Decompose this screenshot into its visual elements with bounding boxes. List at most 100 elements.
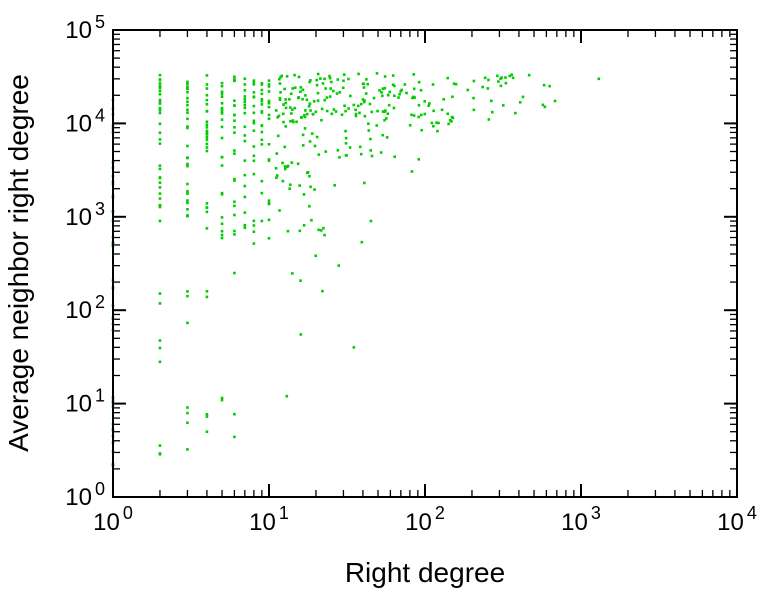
data-point bbox=[297, 96, 301, 99]
data-point bbox=[372, 96, 376, 100]
data-point bbox=[391, 83, 395, 86]
data-point bbox=[308, 174, 311, 178]
data-point bbox=[367, 129, 371, 132]
data-point bbox=[267, 113, 271, 117]
data-point bbox=[344, 129, 347, 133]
data-point bbox=[233, 75, 236, 79]
data-point bbox=[365, 78, 368, 81]
data-point bbox=[274, 167, 278, 170]
data-point bbox=[299, 116, 303, 119]
data-point bbox=[205, 415, 209, 418]
data-point bbox=[381, 87, 385, 91]
data-point bbox=[158, 203, 162, 207]
data-point bbox=[451, 95, 454, 99]
data-point bbox=[288, 187, 292, 190]
data-point bbox=[383, 86, 387, 90]
data-point bbox=[423, 112, 427, 116]
data-point bbox=[260, 97, 264, 101]
data-point bbox=[364, 92, 368, 95]
data-point bbox=[277, 114, 281, 118]
data-point bbox=[260, 110, 264, 113]
data-point bbox=[205, 130, 209, 134]
data-point bbox=[289, 120, 292, 123]
data-point bbox=[220, 164, 224, 167]
data-point bbox=[323, 77, 326, 81]
y-tick-label: 10 1 bbox=[65, 386, 105, 418]
data-point bbox=[205, 93, 209, 97]
data-point bbox=[158, 102, 162, 105]
data-point bbox=[252, 219, 256, 223]
data-point bbox=[381, 133, 385, 137]
data-point bbox=[383, 110, 386, 114]
data-point bbox=[420, 128, 424, 132]
data-point bbox=[260, 103, 264, 106]
data-point bbox=[252, 81, 256, 84]
data-point bbox=[315, 135, 319, 139]
data-point bbox=[428, 102, 431, 105]
data-point bbox=[375, 72, 379, 75]
data-point bbox=[291, 272, 294, 275]
data-point bbox=[383, 118, 386, 122]
data-point bbox=[487, 78, 490, 82]
data-point bbox=[358, 111, 361, 115]
data-point bbox=[158, 197, 162, 200]
data-point bbox=[267, 99, 271, 103]
data-point bbox=[314, 110, 318, 114]
data-point bbox=[233, 213, 236, 217]
data-point bbox=[320, 107, 324, 111]
data-point bbox=[437, 121, 440, 125]
data-point bbox=[186, 126, 189, 130]
data-point bbox=[186, 214, 189, 218]
data-point bbox=[381, 110, 385, 113]
data-point bbox=[323, 98, 327, 102]
data-point bbox=[450, 120, 453, 123]
data-point bbox=[158, 176, 162, 179]
data-point bbox=[186, 192, 189, 195]
data-point bbox=[260, 191, 264, 195]
y-tick-label: 10 3 bbox=[65, 199, 105, 231]
data-point bbox=[233, 131, 236, 134]
data-point bbox=[233, 271, 236, 275]
data-point bbox=[344, 141, 348, 145]
data-point bbox=[399, 90, 403, 93]
data-point bbox=[472, 79, 476, 83]
data-point bbox=[243, 173, 247, 177]
data-point bbox=[267, 90, 271, 93]
x-tick-label: 10 0 bbox=[93, 503, 133, 536]
data-point bbox=[158, 339, 162, 342]
data-point bbox=[205, 210, 209, 214]
data-point bbox=[362, 86, 366, 89]
data-point bbox=[361, 82, 365, 86]
data-point bbox=[186, 189, 189, 193]
data-point bbox=[323, 233, 326, 237]
data-point bbox=[267, 105, 271, 109]
data-point bbox=[299, 333, 303, 336]
data-point bbox=[220, 106, 224, 110]
x-tick-label: 10 2 bbox=[405, 503, 445, 536]
data-point bbox=[388, 90, 392, 94]
data-point bbox=[417, 115, 420, 119]
data-point bbox=[288, 183, 292, 187]
data-point bbox=[158, 444, 162, 447]
data-point bbox=[281, 161, 284, 165]
data-point bbox=[278, 82, 282, 85]
data-point bbox=[158, 86, 162, 90]
data-point bbox=[289, 92, 293, 96]
data-point bbox=[205, 138, 209, 142]
data-point bbox=[158, 81, 162, 85]
data-point bbox=[347, 107, 350, 110]
data-point bbox=[186, 199, 189, 202]
data-point bbox=[158, 101, 162, 104]
data-point bbox=[243, 125, 247, 129]
data-point bbox=[299, 90, 302, 94]
data-point bbox=[243, 97, 247, 101]
data-point bbox=[220, 222, 224, 226]
data-point bbox=[233, 200, 236, 204]
data-point bbox=[296, 162, 300, 166]
data-point bbox=[393, 94, 396, 98]
data-point bbox=[553, 99, 557, 103]
data-point bbox=[220, 193, 224, 196]
data-point bbox=[548, 84, 551, 88]
data-point bbox=[291, 119, 295, 122]
